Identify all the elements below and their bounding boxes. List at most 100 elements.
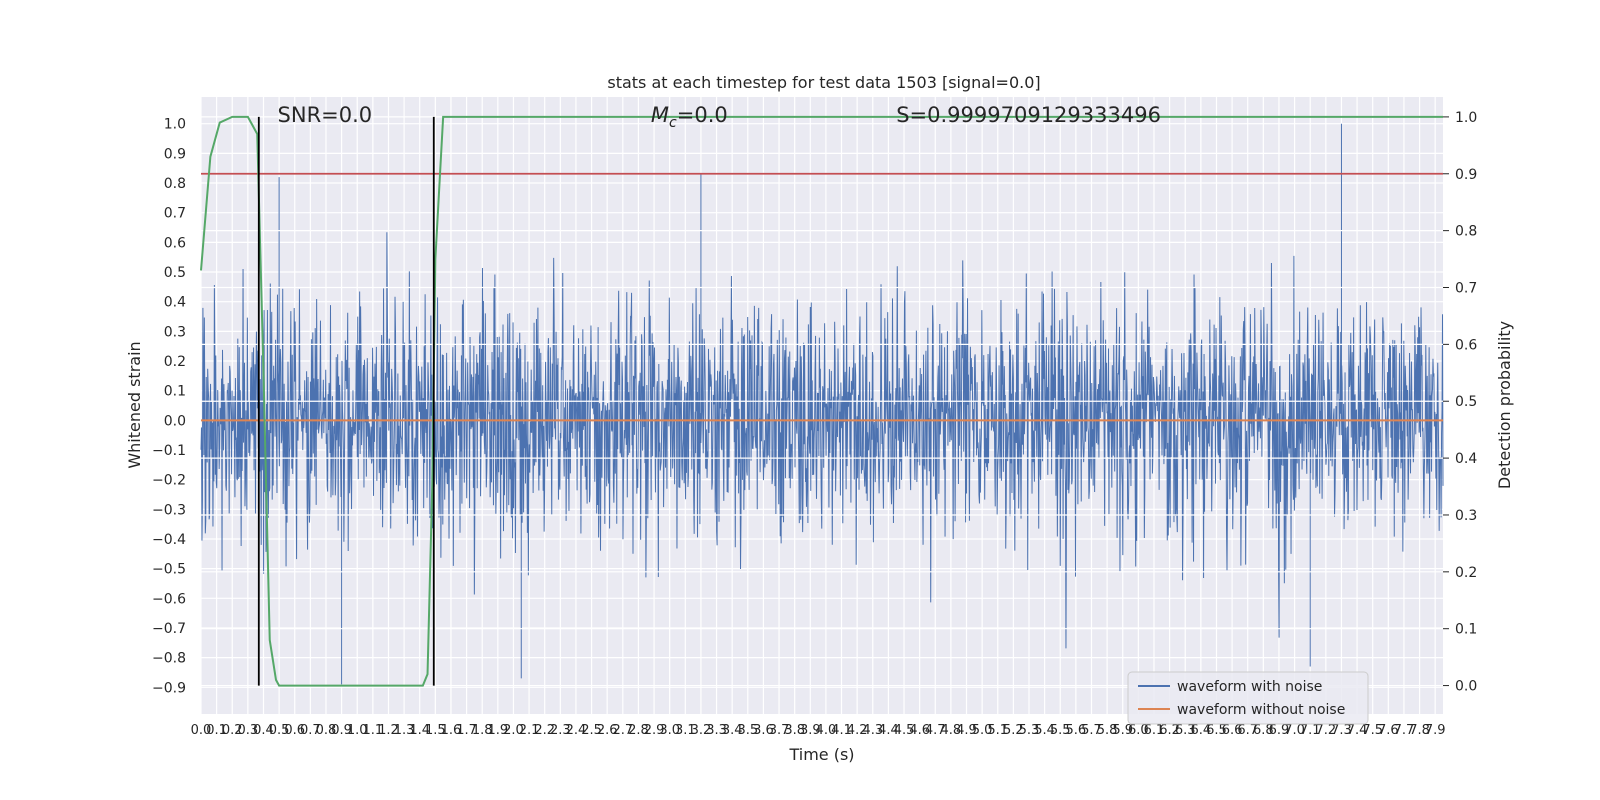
x-tick-label: 7.8 xyxy=(1409,723,1430,738)
x-tick-label: 2.3 xyxy=(550,723,571,738)
x-tick-label: 5.9 xyxy=(1112,723,1133,738)
legend-label-waveform-with-noise: waveform with noise xyxy=(1177,679,1322,695)
y-right-tick-label: 0.7 xyxy=(1455,281,1477,297)
y-right-tick-label: 0.3 xyxy=(1455,508,1477,524)
y-left-tick-label: −0.6 xyxy=(152,591,186,607)
x-tick-label: 1.4 xyxy=(409,723,430,738)
x-tick-label: 4.3 xyxy=(862,723,883,738)
x-tick-label: 7.9 xyxy=(1425,723,1446,738)
legend-box xyxy=(1127,671,1369,725)
y-left-tick-label: 0.6 xyxy=(164,235,186,251)
x-tick-label: 3.1 xyxy=(675,723,696,738)
x-tick-label: 6.6 xyxy=(1222,723,1243,738)
y-left-tick-label: 0.1 xyxy=(164,384,186,400)
x-tick-label: 4.4 xyxy=(878,723,899,738)
x-tick-label: 5.4 xyxy=(1034,723,1055,738)
x-tick-label: 0.6 xyxy=(284,723,305,738)
x-tick-label: 5.1 xyxy=(987,723,1008,738)
x-tick-label: 6.2 xyxy=(1159,723,1180,738)
annotation-snr: SNR=0.0 xyxy=(278,103,373,127)
y-left-tick-label: −0.3 xyxy=(152,502,186,518)
x-tick-label: 4.6 xyxy=(909,723,930,738)
x-tick-label: 3.6 xyxy=(753,723,774,738)
x-tick-label: 7.6 xyxy=(1378,723,1399,738)
y-axis-left-ticks: 1.0 0.9 0.8 0.7 0.6 0.5 0.4 0.3 0.2 0.1 0.0 −0.1 −0.… xyxy=(152,117,186,697)
x-tick-label: 1.5 xyxy=(425,723,446,738)
y-left-tick-label: 0.8 xyxy=(164,176,186,192)
annotation-s: S=0.9999709129333496 xyxy=(896,103,1161,127)
x-tick-label: 6.5 xyxy=(1206,723,1227,738)
y-left-tick-label: −0.8 xyxy=(152,651,186,667)
x-tick-label: 3.5 xyxy=(737,723,758,738)
x-tick-label: 5.5 xyxy=(1050,723,1071,738)
y-left-tick-label: −0.1 xyxy=(152,443,186,459)
x-tick-label: 1.8 xyxy=(472,723,493,738)
y-right-tick-label: 0.4 xyxy=(1455,451,1477,467)
x-tick-label: 1.3 xyxy=(394,723,415,738)
chart-title: stats at each timestep for test data 150… xyxy=(607,73,1040,92)
x-tick-label: 0.5 xyxy=(269,723,290,738)
y-left-tick-label: −0.7 xyxy=(152,621,186,637)
annotation-chirp-mass-value: =0.0 xyxy=(677,103,728,127)
x-tick-label: 4.2 xyxy=(847,723,868,738)
x-tick-label: 3.2 xyxy=(691,723,712,738)
x-tick-label: 4.0 xyxy=(816,723,837,738)
x-axis-label: Time (s) xyxy=(788,745,854,764)
y-left-tick-label: −0.5 xyxy=(152,562,186,578)
x-tick-label: 0.2 xyxy=(222,723,243,738)
x-tick-label: 6.9 xyxy=(1269,723,1290,738)
x-tick-label: 6.7 xyxy=(1237,723,1258,738)
x-tick-label: 7.2 xyxy=(1315,723,1336,738)
annotations: SNR=0.0 Mc=0.0 S=0.9999709129333496 xyxy=(278,103,1161,131)
y-left-tick-label: −0.4 xyxy=(152,532,186,548)
legend-label-waveform-without-noise: waveform without noise xyxy=(1177,702,1345,718)
y-right-tick-label: 0.6 xyxy=(1455,337,1477,353)
x-tick-label: 0.4 xyxy=(253,723,274,738)
x-tick-label: 7.3 xyxy=(1331,723,1352,738)
y-left-tick-label: 1.0 xyxy=(164,117,186,133)
x-tick-label: 6.1 xyxy=(1144,723,1165,738)
x-tick-label: 1.1 xyxy=(363,723,384,738)
x-axis-ticks: 0.00.10.20.30.40.50.60.70.80.91.01.11.21… xyxy=(191,723,1446,738)
x-tick-label: 3.0 xyxy=(659,723,680,738)
y-left-tick-label: 0.4 xyxy=(164,295,186,311)
x-tick-label: 5.3 xyxy=(1019,723,1040,738)
y-left-tick-label: 0.9 xyxy=(164,146,186,162)
y-axis-right-ticks: 1.0 0.9 0.8 0.7 0.6 0.5 0.4 0.3 0.2 0.1 0.0 xyxy=(1443,110,1477,695)
x-tick-label: 6.0 xyxy=(1128,723,1149,738)
x-tick-label: 2.7 xyxy=(612,723,633,738)
y-right-tick-label: 0.0 xyxy=(1455,679,1477,695)
right-axis-gridlines xyxy=(201,116,1443,687)
series-line-waveform-with-noise xyxy=(200,123,1444,685)
annotation-chirp-mass-subscript: c xyxy=(669,115,677,131)
x-tick-label: 7.0 xyxy=(1284,723,1305,738)
x-tick-label: 5.8 xyxy=(1097,723,1118,738)
x-tick-label: 1.7 xyxy=(456,723,477,738)
x-tick-label: 7.4 xyxy=(1347,723,1368,738)
x-tick-label: 1.6 xyxy=(441,723,462,738)
x-tick-label: 0.8 xyxy=(316,723,337,738)
y-left-tick-label: 0.2 xyxy=(164,354,186,370)
y-left-tick-label: −0.9 xyxy=(152,680,186,696)
y-right-tick-label: 0.2 xyxy=(1455,565,1477,581)
x-tick-label: 4.7 xyxy=(925,723,946,738)
x-tick-label: 7.5 xyxy=(1362,723,1383,738)
x-tick-label: 7.1 xyxy=(1300,723,1321,738)
y-left-tick-label: 0.3 xyxy=(164,324,186,340)
x-tick-label: 0.7 xyxy=(300,723,321,738)
x-tick-label: 3.8 xyxy=(784,723,805,738)
x-tick-label: 6.8 xyxy=(1253,723,1274,738)
x-tick-label: 2.6 xyxy=(597,723,618,738)
annotation-chirp-mass: Mc=0.0 xyxy=(651,103,728,131)
series-waveform-with-noise xyxy=(200,123,1444,685)
x-tick-label: 4.5 xyxy=(894,723,915,738)
x-tick-label: 5.6 xyxy=(1066,723,1087,738)
x-tick-label: 1.0 xyxy=(347,723,368,738)
y-right-tick-label: 0.5 xyxy=(1455,394,1477,410)
x-tick-label: 6.4 xyxy=(1191,723,1212,738)
y-left-tick-label: −0.2 xyxy=(152,473,186,489)
annotation-chirp-mass-symbol: M xyxy=(651,103,669,127)
x-tick-label: 0.1 xyxy=(206,723,227,738)
x-tick-label: 1.9 xyxy=(487,723,508,738)
x-tick-label: 2.9 xyxy=(644,723,665,738)
